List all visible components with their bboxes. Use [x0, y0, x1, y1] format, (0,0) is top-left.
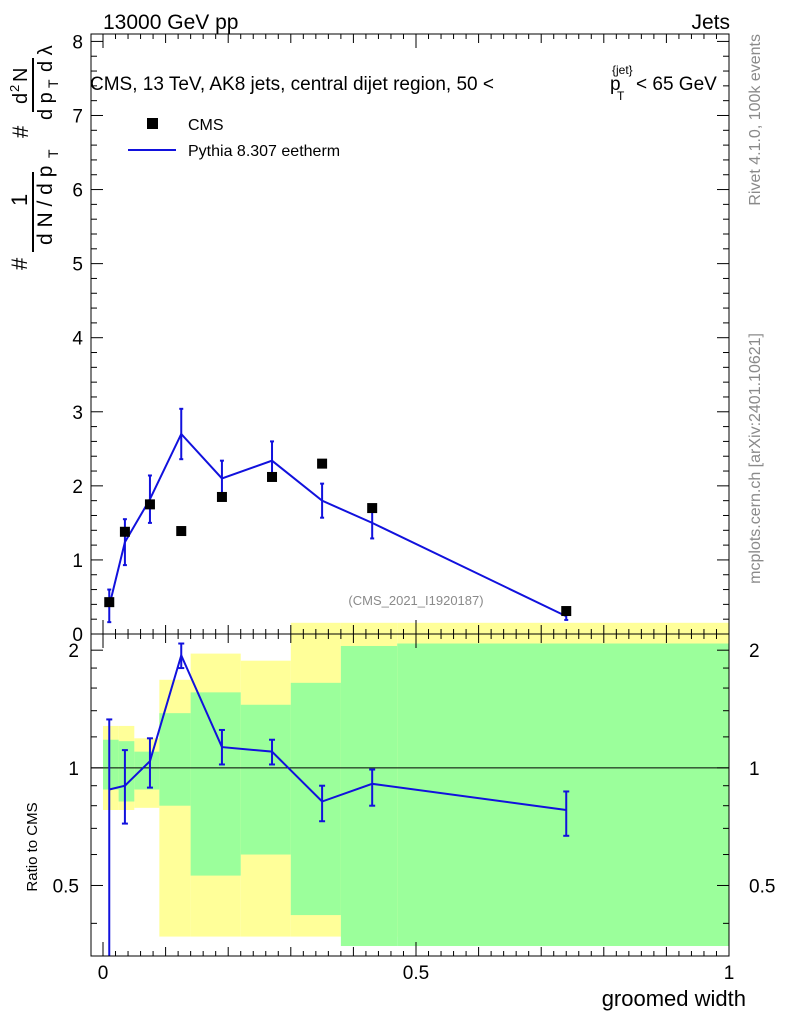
cms-point-1 [119, 526, 130, 537]
rivet-info: Rivet 4.1.0, 100k events [747, 34, 764, 206]
ylabel-hash-1: # [7, 257, 32, 270]
mcplots-site: mcplots.cern.ch [arXiv:2401.10621] [747, 333, 764, 584]
main-ytick-label-2: 2 [72, 477, 83, 498]
stat-band-4 [190, 692, 241, 876]
cms-point-6 [317, 458, 328, 469]
main-ytick-label-7: 7 [72, 106, 83, 127]
ratio-plot-frame [90, 633, 730, 957]
ratio-ytick-label-left-1: 1 [68, 759, 79, 780]
ylabel-d2N-d: d [10, 93, 32, 104]
ylabel-hash-2: # [8, 125, 33, 138]
ylabel-dN-dp: d N / d p [34, 166, 57, 245]
x-axis-label: groomed width [602, 986, 746, 1011]
ylabel-T-sub-2: T [45, 79, 61, 88]
legend: CMS Pythia 8.307 eetherm [128, 117, 340, 160]
header-right: Jets [691, 11, 730, 34]
analysis-watermark: (CMS_2021_I1920187) [348, 593, 483, 608]
legend-cms-label: CMS [188, 117, 224, 134]
cms-point-3 [176, 526, 187, 537]
ratio-ytick-label-right-1: 1 [749, 759, 760, 780]
main-ytick-label-0: 0 [72, 625, 83, 646]
cms-point-4 [216, 491, 227, 502]
title-suffix: < 65 GeV [636, 74, 717, 95]
header-left: 13000 GeV pp [103, 11, 238, 34]
cms-point-0 [104, 597, 115, 608]
ylabel-d2N-sq: 2 [7, 85, 22, 92]
ratio-mc-series [106, 642, 570, 956]
ratio-ytick-label-left-2: 2 [68, 641, 79, 662]
main-ytick-label-6: 6 [72, 181, 83, 202]
cms-point-7 [367, 503, 378, 514]
ylabel-dl: d λ [35, 45, 57, 72]
main-cms-points [104, 458, 572, 617]
legend-mc-label: Pythia 8.307 eetherm [188, 143, 340, 160]
xtick-label-2: 1 [724, 963, 735, 984]
uncertainty-bands [103, 622, 729, 947]
stat-band-3 [159, 713, 191, 806]
stat-band-7 [340, 645, 398, 947]
plot-title: CMS, 13 TeV, AK8 jets, central dijet reg… [90, 63, 717, 103]
ratio-ytick-label-left-0: 0.5 [53, 876, 79, 897]
stat-band-6 [290, 682, 341, 916]
main-ytick-label-5: 5 [72, 255, 83, 276]
stat-band-0 [103, 739, 119, 790]
xtick-label-1: 0.5 [403, 963, 429, 984]
cms-point-8 [561, 606, 572, 617]
main-mc-series [107, 407, 569, 624]
y-axis-label-ratio: Ratio to CMS [24, 802, 41, 891]
xtick-label-0: 0 [98, 963, 109, 984]
title-prefix: CMS, 13 TeV, AK8 jets, central dijet reg… [90, 74, 494, 95]
main-ytick-label-3: 3 [72, 403, 83, 424]
y-axis-label-main: # 1 d N / d p T # d 2 N d p T d λ [7, 45, 61, 270]
stat-band-5 [240, 704, 291, 855]
stat-band-2 [134, 751, 160, 790]
cms-point-5 [267, 471, 278, 482]
ylabel-d2N-N: N [10, 68, 32, 82]
title-sup: {jet} [612, 63, 633, 77]
ratio-ytick-label-right-0: 0.5 [749, 876, 775, 897]
main-ytick-label-8: 8 [72, 32, 83, 53]
main-ytick-label-1: 1 [72, 551, 83, 572]
ratio-ytick-label-right-2: 2 [749, 641, 760, 662]
main-plot-frame [90, 33, 730, 635]
ylabel-T-sub-1: T [45, 149, 61, 158]
axis-ticks [91, 34, 730, 956]
mc-line [108, 432, 567, 618]
ylabel-dp: d p [35, 92, 57, 120]
legend-cms-marker [147, 118, 158, 129]
cms-point-2 [144, 499, 155, 510]
main-ytick-label-4: 4 [72, 329, 83, 350]
title-sub: T [617, 89, 625, 103]
ylabel-one: 1 [7, 194, 32, 206]
title-p: p [610, 74, 621, 95]
